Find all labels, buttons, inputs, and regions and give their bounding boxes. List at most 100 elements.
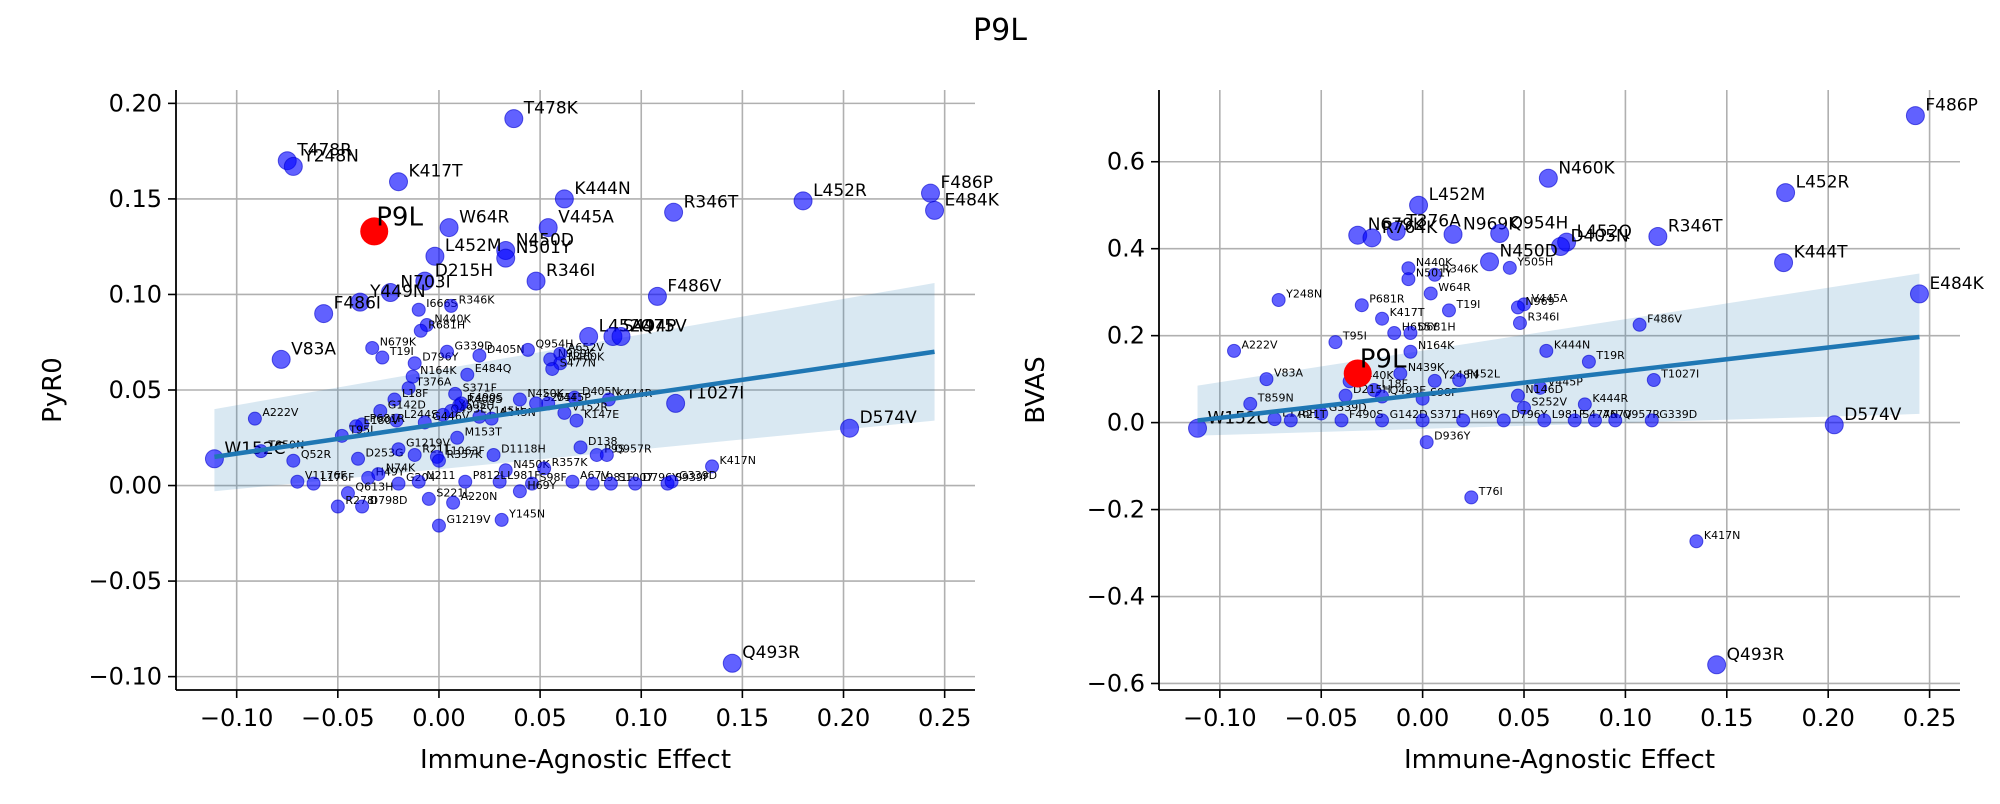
x-tick-label: 0.25 bbox=[1903, 704, 1956, 732]
data-point bbox=[1644, 413, 1659, 428]
data-point-label: F486I bbox=[334, 294, 381, 314]
data-point bbox=[1510, 388, 1525, 403]
data-point bbox=[389, 172, 409, 192]
figure-title: P9L bbox=[973, 13, 1027, 48]
data-point bbox=[504, 109, 524, 129]
data-point bbox=[349, 419, 364, 434]
data-point bbox=[1512, 316, 1527, 331]
data-point bbox=[599, 447, 614, 462]
x-axis-label: Immune-Agnostic Effect bbox=[1404, 745, 1715, 775]
data-point bbox=[611, 326, 631, 346]
data-point-label: R346I bbox=[1527, 311, 1559, 324]
data-point bbox=[1409, 195, 1429, 215]
data-point-label: F490S bbox=[469, 391, 503, 404]
data-point bbox=[375, 350, 390, 365]
data-point bbox=[444, 404, 459, 419]
data-point-label: R764K bbox=[1382, 218, 1438, 238]
data-point bbox=[413, 323, 428, 338]
y-tick-label: −0.6 bbox=[1087, 669, 1145, 697]
data-point-label: T95I bbox=[1342, 330, 1367, 343]
data-point bbox=[1393, 366, 1408, 381]
x-tick-label: 0.05 bbox=[513, 704, 566, 732]
data-point-label: R21T bbox=[422, 442, 451, 455]
data-point-label: R346I bbox=[546, 261, 595, 281]
data-point bbox=[1537, 413, 1552, 428]
data-point bbox=[1464, 490, 1479, 505]
data-point bbox=[1905, 106, 1925, 126]
data-point bbox=[1259, 372, 1274, 387]
data-point-label: K417N bbox=[720, 454, 756, 467]
data-point bbox=[492, 474, 507, 489]
data-point bbox=[1456, 413, 1471, 428]
data-point-label: N164K bbox=[420, 364, 457, 377]
data-point bbox=[486, 447, 501, 462]
data-point bbox=[512, 484, 527, 499]
data-point bbox=[554, 189, 574, 209]
data-point-label: N146D bbox=[1525, 383, 1563, 396]
data-point bbox=[1387, 326, 1402, 341]
data-point-label: N969 bbox=[1525, 295, 1554, 308]
x-tick-label: 0.15 bbox=[716, 704, 769, 732]
data-point-label: K417T bbox=[409, 162, 464, 182]
data-point-label: Y145N bbox=[508, 507, 545, 520]
data-point bbox=[351, 451, 366, 466]
data-point bbox=[1452, 373, 1467, 387]
x-tick-label: 0.05 bbox=[1497, 704, 1550, 732]
data-point-label: L176F bbox=[321, 471, 354, 484]
data-point bbox=[431, 453, 446, 468]
y-tick-label: 0.10 bbox=[109, 280, 162, 308]
data-point bbox=[628, 476, 643, 491]
data-point bbox=[446, 495, 461, 510]
data-point bbox=[1551, 237, 1571, 257]
data-point-label: Q957R bbox=[614, 442, 652, 455]
data-point-label: L452Q bbox=[1577, 222, 1632, 242]
data-point bbox=[1490, 223, 1510, 243]
data-point bbox=[494, 512, 509, 527]
data-point-label: K444T bbox=[1794, 243, 1849, 263]
data-point bbox=[579, 326, 599, 346]
x-tick-label: 0.20 bbox=[1801, 704, 1854, 732]
data-point-label: G339D bbox=[455, 339, 493, 352]
data-point-label: D574V bbox=[1844, 405, 1902, 425]
data-point-label: M153T bbox=[465, 425, 502, 438]
data-point-label: G142D bbox=[388, 399, 426, 412]
data-point-label: K417N bbox=[1704, 529, 1740, 542]
data-point-label: N679K bbox=[380, 335, 417, 348]
data-point-label: K147E bbox=[584, 408, 619, 421]
data-point-label: E484K bbox=[945, 190, 1000, 210]
data-point bbox=[1632, 317, 1647, 332]
highlight-label: P9L bbox=[376, 202, 423, 232]
data-point-label: Q52R bbox=[301, 448, 332, 461]
data-point bbox=[355, 499, 370, 514]
data-point-label: T19I bbox=[1455, 298, 1480, 311]
data-point-label: V445A bbox=[558, 208, 614, 228]
data-point bbox=[1227, 343, 1242, 358]
data-point-label: S939F bbox=[675, 471, 709, 484]
data-point bbox=[925, 200, 945, 220]
data-point bbox=[1328, 335, 1343, 350]
data-point bbox=[415, 271, 435, 291]
data-point-label: N211 bbox=[426, 469, 455, 482]
data-point-label: S221L bbox=[436, 486, 471, 499]
data-point-label: P681R bbox=[1369, 293, 1405, 306]
data-point-label: F452L bbox=[1467, 368, 1501, 381]
data-point-label: R346K bbox=[459, 293, 496, 306]
data-point bbox=[1334, 413, 1349, 428]
data-point-label: T859N bbox=[1257, 391, 1294, 404]
data-point bbox=[1401, 272, 1416, 287]
y-axis-label: PyR0 bbox=[38, 357, 68, 423]
data-point-label: Q954H bbox=[1510, 213, 1569, 233]
data-point-label: T76I bbox=[1478, 485, 1503, 498]
data-point-label: N460K bbox=[568, 351, 605, 364]
data-point-label: A67V bbox=[580, 469, 610, 482]
data-point-label: A652V bbox=[568, 341, 605, 354]
y-tick-label: 0.4 bbox=[1107, 235, 1145, 263]
data-point bbox=[1776, 183, 1796, 203]
data-point bbox=[271, 349, 291, 369]
x-tick-label: 0.00 bbox=[412, 704, 465, 732]
data-point-label: K444N bbox=[1554, 338, 1590, 351]
data-point bbox=[1502, 260, 1517, 275]
x-tick-label: −0.10 bbox=[1183, 704, 1257, 732]
regression-line bbox=[214, 349, 935, 460]
data-point-label: L452M bbox=[445, 236, 502, 256]
